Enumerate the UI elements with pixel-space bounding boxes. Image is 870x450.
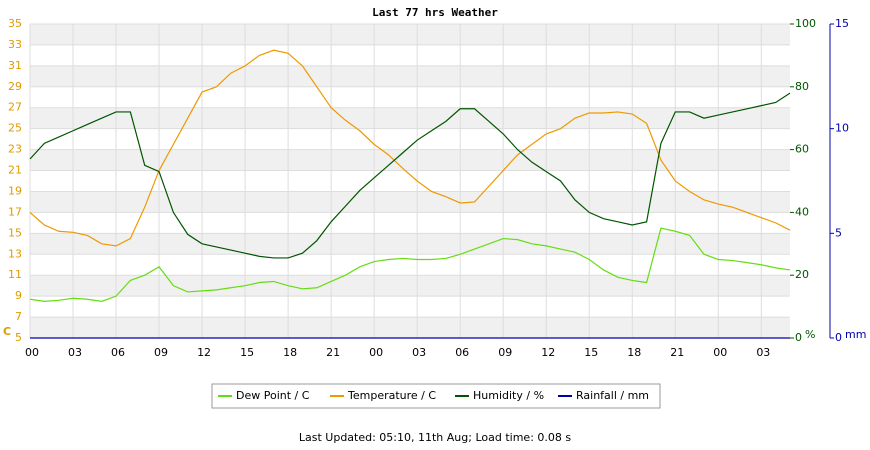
y-tick-label: 15 — [8, 226, 22, 239]
legend-label: Rainfall / mm — [576, 389, 649, 402]
legend-label: Humidity / % — [473, 389, 544, 402]
x-tick-label: 21 — [670, 346, 684, 359]
y-tick-label: 29 — [8, 80, 22, 93]
series-line — [29, 92, 791, 259]
legend-label: Temperature / C — [347, 389, 436, 402]
y2-tick-label: 40 — [795, 205, 809, 218]
y2-tick-label: 0 — [795, 331, 802, 344]
chart-title: Last 77 hrs Weather — [372, 6, 498, 19]
y-tick-label: 9 — [15, 289, 22, 302]
y-tick-label: 17 — [8, 205, 22, 218]
grid-band — [30, 149, 790, 171]
legend-box — [211, 383, 661, 409]
y3-tick-label: 10 — [835, 122, 849, 135]
x-tick-label: 03 — [68, 346, 82, 359]
y-tick-label: 25 — [8, 122, 22, 135]
y-tick-label: 21 — [8, 164, 22, 177]
y2-tick-label: 20 — [795, 268, 809, 281]
grid-band — [30, 24, 790, 45]
x-tick-label: 18 — [627, 346, 641, 359]
x-tick-label: 12 — [541, 346, 555, 359]
y-tick-label: 31 — [8, 59, 22, 72]
x-tick-label: 03 — [756, 346, 770, 359]
x-tick-label: 15 — [584, 346, 598, 359]
grid-band — [30, 65, 790, 87]
x-tick-label: 18 — [283, 346, 297, 359]
x-tick-label: 03 — [412, 346, 426, 359]
x-tick-label: 06 — [455, 346, 469, 359]
x-tick-label: 06 — [111, 346, 125, 359]
y2-tick-label: 100 — [795, 17, 816, 30]
y-tick-label: 13 — [8, 247, 22, 260]
grid-band — [30, 275, 790, 297]
y-axis-label: C — [3, 325, 11, 338]
y-tick-label: 5 — [15, 331, 22, 344]
grid-band — [30, 317, 790, 338]
series-line — [29, 227, 791, 302]
y3-tick-label: 15 — [835, 17, 849, 30]
grid-band — [30, 233, 790, 255]
grid-band — [30, 107, 790, 129]
x-tick-label: 12 — [197, 346, 211, 359]
x-tick-label: 15 — [240, 346, 254, 359]
x-tick-label: 09 — [154, 346, 168, 359]
x-tick-label: 00 — [25, 346, 39, 359]
y3-tick-label: 0 — [835, 331, 842, 344]
grid-band — [30, 191, 790, 213]
series-line — [29, 49, 791, 247]
y-tick-label: 7 — [15, 310, 22, 323]
y-tick-label: 27 — [8, 101, 22, 114]
y2-tick-label: 60 — [795, 143, 809, 156]
legend-label: Dew Point / C — [236, 389, 310, 402]
y3-tick-label: 5 — [835, 226, 842, 239]
y-tick-label: 11 — [8, 268, 22, 281]
x-tick-label: 00 — [369, 346, 383, 359]
y-tick-label: 23 — [8, 143, 22, 156]
y-tick-label: 19 — [8, 184, 22, 197]
x-tick-label: 21 — [326, 346, 340, 359]
x-tick-label: 09 — [498, 346, 512, 359]
y-tick-label: 33 — [8, 38, 22, 51]
x-tick-label: 00 — [713, 346, 727, 359]
y2-tick-label: 80 — [795, 80, 809, 93]
y2-axis-label: % — [805, 328, 815, 341]
y-tick-label: 35 — [8, 17, 22, 30]
footer: Last Updated: 05:10, 11th Aug; Load time… — [299, 431, 572, 444]
y3-axis-label: mm — [845, 328, 866, 341]
